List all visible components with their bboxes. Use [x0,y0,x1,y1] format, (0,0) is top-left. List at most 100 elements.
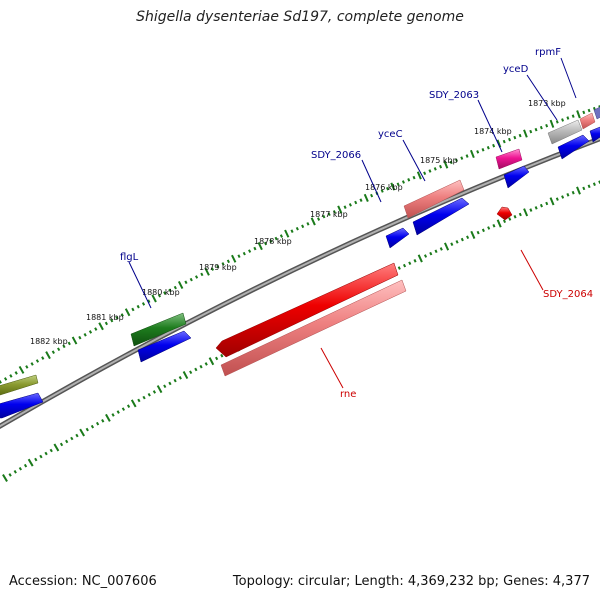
minor-tick [204,362,208,366]
minor-tick [481,148,485,152]
cds-feature[interactable] [385,227,410,249]
minor-tick [380,189,384,193]
minor-tick [587,184,591,189]
minor-tick [508,217,512,221]
major-tick [576,186,581,195]
gene-label-yceD[interactable]: yceD [503,64,529,75]
minor-tick [545,123,549,128]
minor-tick [465,154,469,158]
cds-feature[interactable] [593,104,600,120]
cds-feature[interactable] [503,165,530,189]
cds-feature[interactable] [496,206,513,221]
minor-tick [386,186,390,191]
gene-label-SDY_2066[interactable]: SDY_2066 [311,150,361,161]
cds-feature[interactable] [547,119,583,145]
minor-tick [115,316,119,320]
minor-tick [120,313,124,317]
minor-tick [571,114,575,118]
minor-tick [413,259,417,263]
minor-tick [555,120,559,124]
cds-feature[interactable] [557,134,590,160]
minor-tick [592,182,596,186]
gene-label-flgL[interactable]: flgL [120,252,139,263]
minor-tick [402,263,407,268]
minor-tick [83,332,87,337]
minor-tick [571,190,575,195]
minor-tick [322,214,326,219]
major-tick [496,219,502,228]
minor-tick [85,427,89,432]
minor-tick [566,193,570,197]
cds-feature[interactable] [130,312,187,347]
gene-labels: rpmF yceD SDY_2063 yceC SDY_2066 flgL SD… [120,47,593,400]
cds-feature[interactable] [137,330,192,363]
minor-tick [327,212,331,217]
major-tick [208,357,215,366]
cds-feature[interactable] [0,374,39,396]
minor-tick [269,239,273,243]
minor-tick [44,451,48,456]
major-tick [79,428,85,437]
minor-tick [163,291,167,295]
minor-tick [95,421,100,426]
minor-tick [30,362,34,366]
major-tick [576,110,581,119]
gene-label-yceC[interactable]: yceC [378,129,403,140]
cds-feature[interactable] [215,262,399,358]
minor-tick [94,327,98,331]
cds-feature[interactable] [403,179,465,219]
tick-label: 1877 kbp [310,210,348,219]
minor-tick [397,266,401,270]
minor-tick [126,404,131,409]
cds-feature[interactable] [412,197,470,236]
minor-tick [237,254,241,258]
minor-tick [253,246,257,251]
gene-label-SDY_2064[interactable]: SDY_2064 [543,289,593,300]
minor-tick [582,110,586,115]
minor-tick [423,171,427,175]
minor-tick [561,195,565,199]
major-tick [416,171,422,180]
minor-tick [455,240,459,244]
minor-tick [487,226,491,230]
minor-tick [110,318,114,323]
minor-tick [189,277,193,282]
minor-tick [242,251,246,256]
minor-tick [216,264,220,269]
major-tick [124,308,131,317]
leader-line [560,57,577,99]
minor-tick [423,254,428,258]
gene-label-SDY_2063[interactable]: SDY_2063 [429,90,479,101]
cds-feature[interactable] [579,112,596,130]
tick-label: 1880 kbp [142,288,180,297]
cds-feature[interactable] [589,126,600,143]
minor-tick [481,228,485,233]
cds-feature[interactable] [0,392,44,419]
minor-tick [454,158,458,163]
minor-tick [137,398,141,403]
minor-tick [141,302,146,306]
minor-tick [220,353,224,358]
minor-tick [263,241,268,246]
minor-tick [295,226,299,231]
minor-tick [513,214,517,219]
leader-line [477,99,503,153]
minor-tick [200,272,204,277]
minor-tick [529,208,533,212]
gene-label-rne[interactable]: rne [340,389,356,400]
major-tick [71,336,78,345]
tick-label: 1875 kbp [420,156,458,165]
minor-tick [306,222,310,226]
major-tick [523,129,528,138]
leader-line [520,249,544,291]
minor-tick [189,370,193,375]
major-tick [18,365,25,374]
cds-feature[interactable] [495,148,523,170]
major-tick [257,242,263,251]
minor-tick [290,229,294,233]
cds-feature[interactable] [220,279,407,377]
minor-tick [157,293,162,298]
gene-label-rpmF[interactable]: rpmF [535,47,561,58]
major-tick [469,149,475,159]
major-tick [27,458,34,467]
